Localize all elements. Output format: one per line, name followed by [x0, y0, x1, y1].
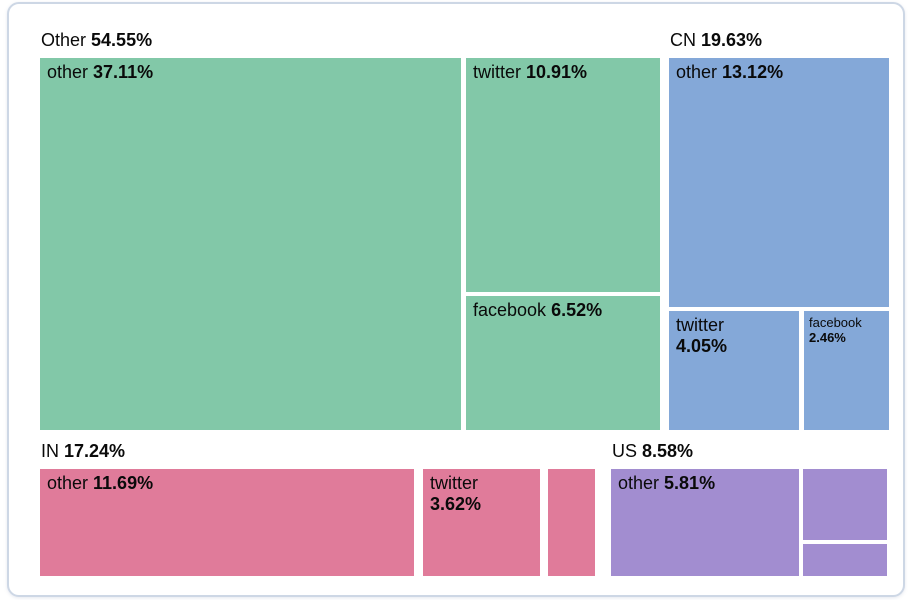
- cell-value: 11.69%: [93, 473, 154, 493]
- group-label-in: IN 17.24%: [41, 441, 125, 461]
- cell-name: twitter: [430, 473, 479, 493]
- cell-value: 37.11%: [93, 62, 154, 82]
- treemap-cell-other-other[interactable]: other 37.11%: [40, 58, 461, 430]
- cell-value: 2.46%: [809, 330, 846, 345]
- cell-name: twitter: [473, 62, 527, 82]
- treemap-cell-in-twitter[interactable]: twitter 3.62%: [423, 469, 540, 576]
- treemap-cell-us-unlabeled[interactable]: [803, 469, 887, 540]
- treemap-cell-other-facebook[interactable]: facebook 6.52%: [466, 296, 660, 430]
- treemap-cell-us-other[interactable]: other 5.81%: [611, 469, 799, 576]
- group-label-cn: CN 19.63%: [670, 30, 762, 50]
- cell-value: 13.12%: [722, 62, 784, 82]
- cell-value: 6.52%: [551, 300, 603, 320]
- group-label-us: US 8.58%: [612, 441, 693, 461]
- treemap-cell-in-other[interactable]: other 11.69%: [40, 469, 414, 576]
- cell-name: other: [618, 473, 665, 493]
- group-name: CN: [670, 30, 701, 50]
- cell-value: 4.05%: [676, 336, 728, 356]
- cell-name: other: [47, 62, 94, 82]
- cell-name: twitter: [676, 315, 725, 335]
- treemap: Other 54.55% other 37.11% twitter 10.91% fa…: [9, 4, 903, 595]
- group-name: IN: [41, 441, 65, 461]
- cell-name: other: [47, 473, 94, 493]
- group-name: US: [612, 441, 643, 461]
- treemap-cell-in-unlabeled[interactable]: [548, 469, 595, 576]
- cell-value: 5.81%: [664, 473, 716, 493]
- treemap-cell-us-unlabeled[interactable]: [803, 544, 887, 576]
- cell-name: facebook: [473, 300, 552, 320]
- chart-card: Other 54.55% other 37.11% twitter 10.91% fa…: [7, 2, 905, 597]
- group-label-other: Other 54.55%: [41, 30, 152, 50]
- treemap-cell-other-twitter[interactable]: twitter 10.91%: [466, 58, 660, 292]
- group-name: Other: [41, 30, 92, 50]
- cell-name: other: [676, 62, 723, 82]
- treemap-cell-cn-twitter[interactable]: twitter 4.05%: [669, 311, 799, 430]
- cell-name: facebook: [809, 315, 862, 330]
- cell-value: 10.91%: [526, 62, 588, 82]
- group-value: 19.63%: [701, 30, 763, 50]
- group-value: 8.58%: [642, 441, 694, 461]
- group-value: 17.24%: [64, 441, 126, 461]
- treemap-cell-cn-facebook[interactable]: facebook 2.46%: [804, 311, 889, 430]
- group-value: 54.55%: [91, 30, 153, 50]
- treemap-cell-cn-other[interactable]: other 13.12%: [669, 58, 889, 307]
- cell-value: 3.62%: [430, 494, 482, 514]
